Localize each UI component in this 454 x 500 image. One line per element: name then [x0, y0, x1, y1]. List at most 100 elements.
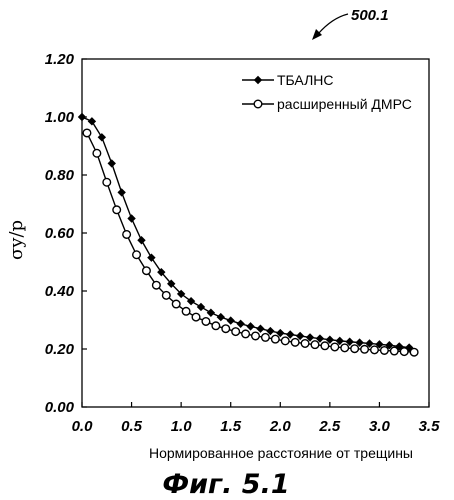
diamond-marker	[176, 289, 186, 299]
diamond-marker	[295, 331, 305, 341]
reference-arrowhead	[312, 29, 322, 40]
y-tick-label: 1.20	[45, 51, 75, 68]
y-tick-label: 0.00	[45, 399, 75, 416]
circle-marker	[340, 343, 350, 353]
circle-marker	[250, 331, 260, 341]
diamond-marker	[157, 267, 166, 277]
diamond-marker	[325, 335, 335, 344]
diamond-marker	[186, 296, 196, 306]
circle-marker	[221, 324, 231, 334]
series-extended-dmrs	[82, 128, 419, 357]
x-tick-label: 0.0	[72, 418, 94, 435]
diamond-marker	[266, 326, 275, 336]
diamond-marker	[276, 328, 285, 338]
circle-marker	[181, 306, 191, 316]
circle-marker	[102, 177, 112, 187]
diamond-marker	[87, 117, 97, 126]
series-layer	[77, 112, 419, 357]
legend-label: расширенный ДМРС	[277, 96, 412, 112]
circle-marker	[320, 341, 330, 351]
circle-marker	[201, 316, 211, 326]
circle-marker	[290, 337, 300, 347]
circle-marker	[191, 312, 201, 322]
series-line	[86, 132, 415, 353]
circle-marker	[112, 205, 122, 215]
diamond-marker	[253, 75, 263, 85]
diamond-marker	[127, 214, 136, 223]
circle-marker	[211, 321, 221, 331]
x-tick-label: 1.0	[171, 418, 193, 435]
circle-marker	[82, 128, 92, 138]
circle-marker	[280, 336, 290, 346]
y-tick-label: 1.00	[45, 109, 75, 126]
circle-marker	[171, 299, 181, 309]
series-line	[81, 116, 410, 349]
circle-marker	[330, 342, 340, 352]
diamond-marker	[286, 330, 295, 339]
legend: ТБАЛНС расширенный ДМРС	[242, 72, 412, 112]
x-axis-ticks: 0.0 0.5 1.0 1.5 2.0 2.5 3.0 3.5	[72, 402, 441, 435]
x-tick-label: 3.0	[369, 418, 391, 435]
diamond-marker	[256, 324, 265, 333]
diamond-marker	[365, 339, 374, 348]
circle-marker	[161, 290, 171, 300]
reference-number: 500.1	[351, 7, 389, 24]
circle-marker	[409, 347, 419, 357]
diamond-marker	[167, 279, 176, 288]
y-tick-label: 0.40	[45, 283, 75, 300]
circle-marker	[132, 250, 142, 260]
diamond-marker	[117, 188, 126, 197]
diamond-marker	[315, 334, 325, 343]
diamond-marker	[236, 319, 245, 328]
circle-marker	[369, 345, 379, 355]
y-axis-ticks: 0.00 0.20 0.40 0.60 0.80 1.00 1.20	[45, 51, 87, 416]
circle-marker	[122, 229, 132, 239]
circle-marker	[300, 338, 310, 348]
x-tick-label: 2.0	[269, 418, 292, 435]
circle-marker	[310, 340, 320, 350]
diamond-marker	[196, 302, 206, 312]
series-tbalns	[77, 112, 414, 352]
y-tick-label: 0.20	[45, 341, 75, 358]
diamond-marker	[77, 112, 87, 122]
x-tick-label: 3.5	[419, 418, 441, 435]
circle-marker	[92, 148, 102, 158]
figure-caption: Фиг. 5.1	[162, 469, 289, 500]
x-tick-label: 0.5	[121, 418, 143, 435]
legend-label: ТБАЛНС	[277, 72, 334, 88]
diamond-marker	[355, 338, 364, 347]
diamond-marker	[305, 333, 315, 342]
diamond-marker	[97, 133, 107, 142]
diamond-marker	[226, 316, 235, 325]
circle-marker	[389, 346, 399, 356]
legend-entry: расширенный ДМРС	[242, 96, 412, 112]
diamond-marker	[206, 308, 216, 317]
diamond-marker	[216, 312, 225, 322]
circle-marker	[360, 344, 370, 354]
diamond-marker	[335, 336, 344, 346]
reference-leader-line	[317, 13, 349, 35]
diamond-marker	[147, 253, 156, 262]
circle-marker	[399, 347, 409, 357]
circle-marker	[260, 332, 270, 342]
circle-marker	[231, 327, 241, 337]
circle-marker	[379, 345, 389, 355]
circle-marker	[350, 344, 360, 354]
circle-marker	[270, 334, 280, 344]
x-axis-label: Нормированное расстояние от трещины	[149, 445, 413, 461]
diamond-marker	[345, 337, 354, 346]
legend-entry: ТБАЛНС	[242, 72, 334, 88]
diamond-marker	[246, 322, 255, 331]
diamond-marker	[107, 159, 116, 168]
circle-marker	[253, 99, 263, 109]
circle-marker	[141, 266, 151, 276]
y-tick-label: 0.80	[45, 167, 75, 184]
x-tick-label: 2.5	[318, 418, 341, 435]
y-axis-label: σy/p	[6, 220, 27, 260]
circle-marker	[151, 280, 161, 290]
diamond-marker	[137, 236, 146, 245]
y-tick-label: 0.60	[45, 225, 75, 242]
circle-marker	[241, 329, 251, 339]
x-tick-label: 1.5	[220, 418, 242, 435]
